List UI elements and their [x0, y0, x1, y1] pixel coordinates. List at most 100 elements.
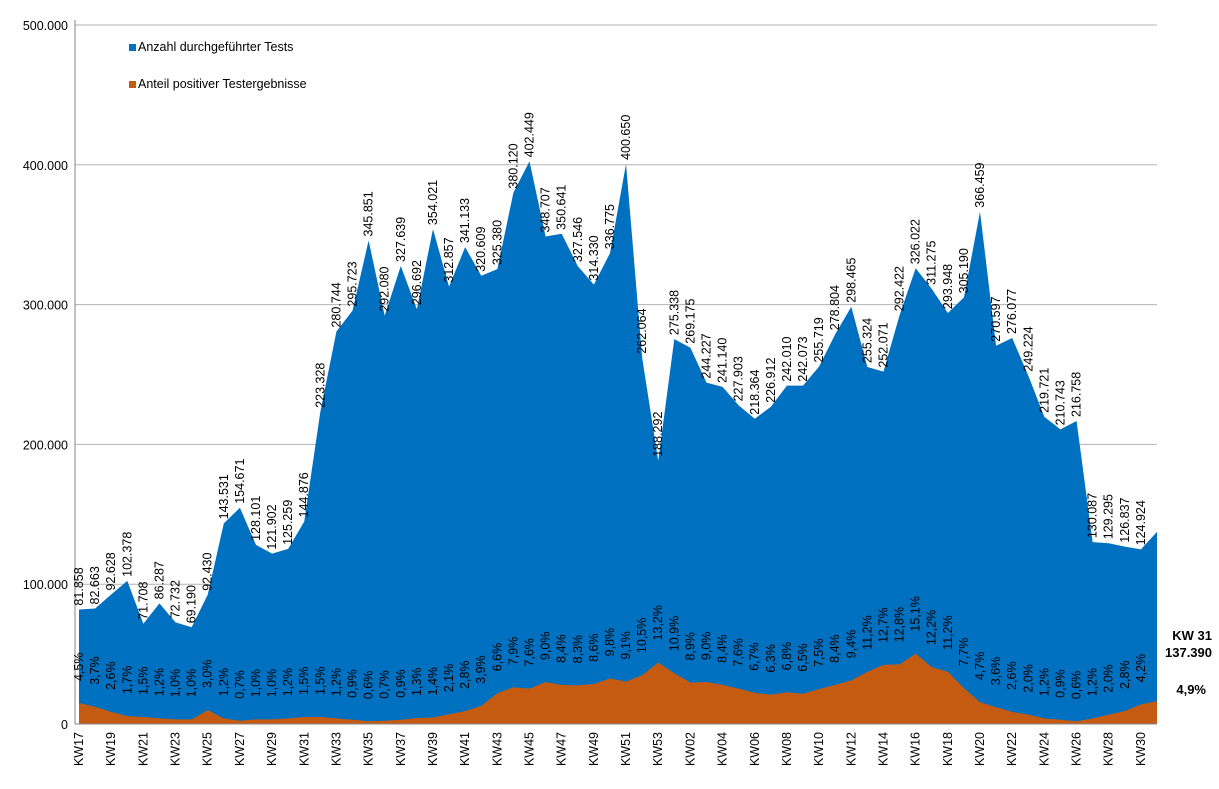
value-label: 0,7%	[378, 670, 392, 699]
x-tick-label: KW26	[1070, 732, 1084, 766]
value-label: 188.292	[651, 412, 665, 457]
value-label: 71.708	[136, 581, 150, 619]
value-label: 226.912	[764, 358, 778, 403]
x-tick-label: KW30	[1134, 732, 1148, 766]
value-label: 92.430	[201, 553, 215, 591]
value-label: 1,2%	[152, 668, 166, 697]
value-label: 292.422	[893, 266, 907, 311]
legend-label: Anzahl durchgeführter Tests	[138, 40, 293, 54]
value-label: 400.650	[619, 115, 633, 160]
value-label: 6,3%	[764, 644, 778, 673]
value-label: 0,9%	[394, 669, 408, 698]
value-label: 8,4%	[716, 634, 730, 663]
value-label: 6,8%	[780, 642, 794, 671]
value-label: 270.597	[989, 296, 1003, 341]
x-tick-label: KW18	[941, 732, 955, 766]
value-label: 8,9%	[683, 632, 697, 661]
x-tick-label: KW06	[748, 732, 762, 766]
area	[79, 653, 1157, 724]
value-label: 244.227	[699, 333, 713, 378]
value-label: 6,7%	[748, 642, 762, 671]
value-label: 1,5%	[313, 667, 327, 696]
value-label: 1,3%	[410, 667, 424, 696]
value-label: 143.531	[217, 474, 231, 519]
value-label: 129.295	[1102, 494, 1116, 539]
value-label: 0,6%	[362, 671, 376, 700]
value-label: 8,4%	[555, 634, 569, 663]
value-label: 320.609	[474, 227, 488, 272]
value-label: 311.275	[925, 241, 939, 285]
y-tick-label: 0	[61, 718, 68, 732]
value-label: 219.721	[1037, 368, 1051, 413]
value-label: 280.744	[329, 282, 343, 327]
value-label: 241.140	[716, 338, 730, 383]
value-label: 276.077	[1005, 289, 1019, 334]
value-label: 82.663	[88, 566, 102, 604]
value-label: 1,2%	[329, 668, 343, 697]
value-label: 216.758	[1070, 372, 1084, 417]
value-label: 2,8%	[1118, 660, 1132, 689]
x-tick-label: KW28	[1102, 732, 1116, 766]
value-label: 366.459	[973, 162, 987, 207]
value-label: 9,0%	[539, 632, 553, 661]
x-tick-label: KW33	[329, 732, 343, 766]
legend-swatch	[129, 44, 136, 51]
value-label: 293.948	[941, 264, 955, 309]
value-label: 312.857	[442, 237, 456, 282]
value-label: 325.380	[490, 220, 504, 265]
x-tick-label: KW29	[265, 732, 279, 766]
value-label: 2,1%	[442, 664, 456, 693]
value-label: 249.224	[1021, 326, 1035, 371]
value-label: 6,6%	[490, 643, 504, 672]
value-label: 12,2%	[925, 610, 939, 645]
value-label: 8,4%	[828, 634, 842, 663]
value-label: 3,9%	[474, 655, 488, 683]
value-label: 262.064	[635, 308, 649, 353]
value-label: 9,4%	[844, 630, 858, 659]
value-label: 125.259	[281, 500, 295, 545]
value-label: 314.330	[587, 235, 601, 280]
value-label: 298.465	[844, 258, 858, 303]
value-label: 144.876	[297, 472, 311, 517]
x-tick-label: KW04	[716, 732, 730, 766]
x-tick-label: KW35	[362, 732, 376, 766]
x-tick-label: KW19	[104, 732, 118, 766]
value-label: 4,5%	[72, 653, 86, 682]
value-label: 12,8%	[893, 607, 907, 642]
value-label: 1,5%	[136, 667, 150, 696]
value-label: 292.080	[378, 266, 392, 311]
value-label: 1,0%	[249, 669, 263, 698]
value-label: 402.449	[523, 112, 537, 157]
value-label: 7,5%	[812, 639, 826, 668]
value-label: 348.707	[539, 187, 553, 232]
value-label: 345.851	[362, 191, 376, 236]
value-label: 2,8%	[458, 660, 472, 689]
value-label: 0,6%	[1070, 671, 1084, 700]
value-label: 1,0%	[169, 669, 183, 698]
value-label: 1,0%	[265, 669, 279, 698]
value-label: 326.022	[909, 219, 923, 264]
x-tick-label: KW45	[523, 732, 537, 766]
value-label: 2,0%	[1102, 664, 1116, 693]
y-tick-label: 100.000	[23, 578, 68, 592]
legend-swatch	[129, 81, 136, 88]
value-label: 11,2%	[860, 615, 874, 650]
value-label: 3,7%	[88, 656, 102, 685]
value-label: 0,9%	[346, 669, 360, 698]
x-tick-label: KW21	[136, 732, 150, 766]
value-label: 336.775	[603, 204, 617, 249]
y-tick-label: 500.000	[23, 19, 68, 33]
value-label: 252.071	[876, 322, 890, 367]
x-tick-label: KW12	[844, 732, 858, 766]
value-label: 10,5%	[635, 618, 649, 653]
value-label: 8,6%	[587, 633, 601, 662]
value-label: 102.378	[120, 532, 134, 577]
value-label: 275.338	[667, 290, 681, 335]
value-label: 1,2%	[217, 668, 231, 697]
x-tick-label: KW25	[201, 732, 215, 766]
value-label: 7,7%	[957, 638, 971, 667]
value-label: 242.073	[796, 336, 810, 381]
value-label: 4,9%	[1176, 682, 1206, 697]
area	[79, 161, 1157, 724]
